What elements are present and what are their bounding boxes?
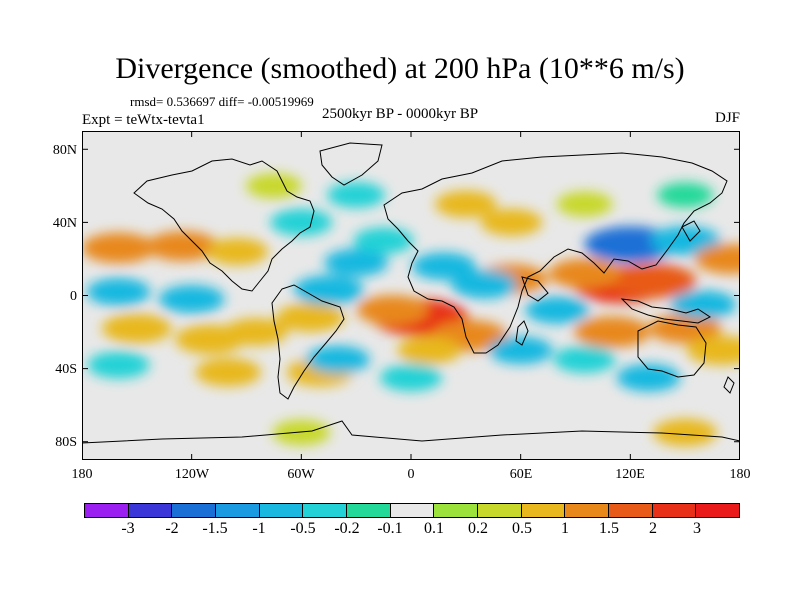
field-blob: [86, 278, 151, 306]
colorbar-label: 1: [561, 520, 569, 537]
field-blob: [653, 418, 718, 447]
field-blob: [380, 364, 442, 392]
field-blob: [397, 336, 462, 365]
field-blob: [451, 270, 518, 299]
field-blob: [356, 295, 429, 326]
colorbar-box: [565, 504, 610, 517]
colorbar-label: -3: [121, 520, 135, 537]
field-blob: [276, 303, 345, 332]
field-blob: [574, 316, 651, 348]
coastline-japan: [681, 220, 701, 242]
field-blob: [245, 173, 302, 199]
field-blob: [525, 296, 590, 324]
x-tick-60w: 60W: [287, 467, 315, 482]
field-blob: [101, 313, 172, 344]
field-blob: [82, 232, 156, 264]
coastline-new-zealand: [723, 376, 735, 394]
field-blob: [270, 208, 333, 236]
y-tick-80s: 80S: [55, 435, 77, 450]
y-tick-40s: 40S: [55, 362, 77, 377]
field-blob: [293, 275, 364, 305]
coastline-greenland: [319, 142, 383, 186]
colorbar-box: [390, 504, 435, 517]
field-blob: [488, 336, 553, 365]
colorbar-box: [652, 504, 697, 517]
colorbar-label: 2: [649, 520, 657, 537]
coastline-south-america: [271, 284, 345, 400]
colorbar: [84, 503, 740, 518]
coastline-africa-eurasia: [383, 152, 728, 354]
coastline-antarctica: [82, 420, 740, 444]
x-tick-60e: 60E: [509, 467, 533, 482]
colorbar-label: -0.1: [377, 520, 403, 537]
field-blob: [411, 252, 476, 281]
field-blob: [324, 248, 389, 277]
x-tick-0: 0: [407, 467, 415, 482]
y-tick-80n: 80N: [52, 143, 77, 158]
colorbar-box: [521, 504, 566, 517]
y-tick-0: 0: [70, 289, 77, 304]
experiment-label: Expt = teWtx-tevta1: [82, 112, 205, 128]
colorbar-box: [347, 504, 391, 517]
field-blob: [327, 182, 386, 208]
colorbar-label: 1.5: [599, 520, 619, 537]
field-blob: [434, 190, 497, 218]
colorbar-box: [303, 504, 348, 517]
field-blob: [616, 363, 681, 392]
field-blob: [650, 225, 721, 256]
field-blob: [146, 231, 219, 262]
colorbar-label: -0.2: [334, 520, 360, 537]
coastline-north-america: [133, 158, 315, 292]
colorbar-box: [128, 504, 173, 517]
stats-label: rmsd= 0.536697 diff= -0.00519969: [130, 94, 314, 109]
field-blob: [657, 182, 714, 208]
field-blob: [670, 290, 737, 319]
field-blob: [556, 191, 613, 217]
field-blob: [694, 243, 740, 274]
x-tick-180e: 180: [729, 467, 751, 482]
colorbar-box: [696, 504, 740, 517]
field-blob: [223, 318, 288, 346]
colorbar-label: 0.1: [424, 520, 444, 537]
field-blob: [87, 351, 150, 379]
x-tick-120e: 120E: [615, 467, 645, 482]
field-blob: [548, 258, 621, 289]
coastline-australia: [637, 320, 707, 378]
colorbar-label: 3: [693, 520, 701, 537]
colorbar-box: [172, 504, 217, 517]
colorbar-label: -1: [252, 520, 266, 537]
field-blob: [480, 208, 543, 236]
colorbar-label: -1.5: [202, 520, 228, 537]
coastline-arabia: [521, 276, 549, 302]
colorbar-label: 0.5: [512, 520, 532, 537]
colorbar-label: -2: [165, 520, 179, 537]
field-blob: [272, 419, 331, 446]
chart-title: Divergence (smoothed) at 200 hPa (10**6 …: [115, 52, 685, 85]
divergence-map: [82, 131, 740, 460]
y-tick-40n: 40N: [52, 216, 77, 231]
period-label: 2500kyr BP - 0000kyr BP: [321, 106, 479, 122]
field-blob: [608, 263, 697, 299]
colorbar-box: [259, 504, 304, 517]
colorbar-box: [85, 504, 129, 517]
colorbar-box: [216, 504, 260, 517]
colorbar-box: [609, 504, 653, 517]
colorbar-box: [478, 504, 522, 517]
colorbar-label: -0.5: [290, 520, 316, 537]
x-tick-120w: 120W: [174, 467, 210, 482]
colorbar-label: 0.2: [468, 520, 488, 537]
field-blob: [195, 358, 262, 387]
x-tick-180w: 180: [71, 467, 93, 482]
season-label: DJF: [714, 110, 740, 126]
field-blob: [158, 285, 225, 314]
field-blob: [206, 238, 269, 266]
coastline-indonesia: [620, 298, 711, 324]
field-blob: [353, 227, 414, 254]
field-blob: [686, 335, 740, 366]
field-blob: [305, 345, 370, 374]
field-blob: [553, 345, 616, 373]
coastline-madagascar: [515, 320, 529, 346]
map-border: [82, 131, 740, 460]
colorbar-box: [434, 504, 479, 517]
